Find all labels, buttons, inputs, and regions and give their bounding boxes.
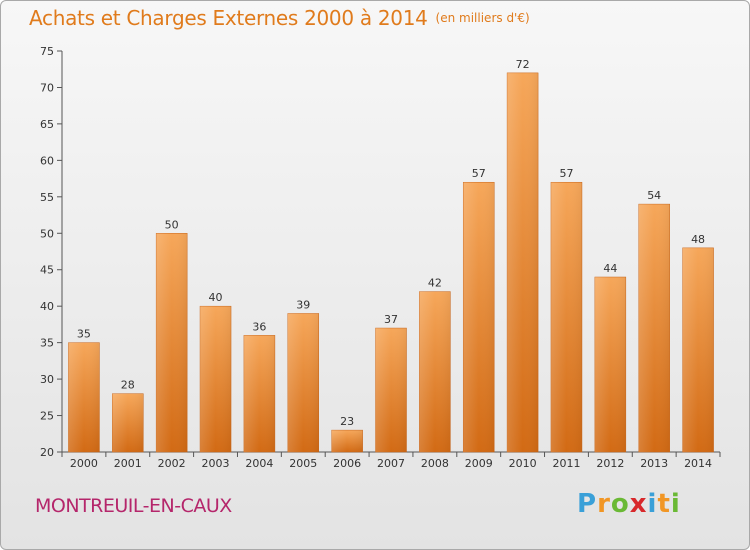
bar-shine <box>507 72 539 452</box>
y-tick-label: 65 <box>40 118 54 131</box>
bar-value-label: 37 <box>384 313 398 326</box>
bar-shine <box>419 291 451 452</box>
bar-shine <box>550 182 582 452</box>
y-tick-label: 60 <box>40 154 54 167</box>
y-tick-label: 45 <box>40 264 54 277</box>
bar-value-label: 44 <box>603 262 617 275</box>
y-tick-label: 30 <box>40 373 54 386</box>
bar-shine <box>638 204 670 452</box>
bar-value-label: 48 <box>691 233 705 246</box>
x-tick-label: 2014 <box>684 457 712 470</box>
commune-name: MONTREUIL-EN-CAUX <box>35 495 232 517</box>
bar-shine <box>594 277 626 452</box>
bar-shine <box>112 393 144 452</box>
x-tick-label: 2003 <box>202 457 230 470</box>
bar-shine <box>682 247 714 452</box>
logo-letter: o <box>610 489 630 519</box>
bar-value-label: 57 <box>472 167 486 180</box>
chart-title-unit: (en milliers d'€) <box>435 11 530 25</box>
x-tick-label: 2004 <box>245 457 273 470</box>
logo-letter: x <box>629 489 648 519</box>
y-tick-label: 70 <box>40 81 54 94</box>
logo-letter: i <box>670 489 681 519</box>
bar-value-label: 54 <box>647 189 661 202</box>
y-tick-label: 55 <box>40 191 54 204</box>
x-tick-label: 2006 <box>333 457 361 470</box>
chart-title-main: Achats et Charges Externes 2000 à 2014 <box>29 6 428 30</box>
bars <box>68 72 714 453</box>
bar-value-label: 42 <box>428 277 442 290</box>
y-tick-label: 40 <box>40 300 54 313</box>
bar-shine <box>287 313 319 452</box>
bar-shine <box>243 335 275 452</box>
x-tick-label: 2013 <box>640 457 668 470</box>
x-tick-label: 2001 <box>114 457 142 470</box>
y-tick-label: 25 <box>40 410 54 423</box>
bar-value-label: 57 <box>559 167 573 180</box>
bar-shine <box>200 306 232 452</box>
bar-value-label: 28 <box>121 379 135 392</box>
bar-shine <box>331 430 363 452</box>
y-tick-label: 75 <box>40 45 54 58</box>
x-tick-label: 2002 <box>158 457 186 470</box>
x-tick-label: 2000 <box>70 457 98 470</box>
logo-letter: r <box>597 489 611 519</box>
bar-shine <box>463 182 495 452</box>
y-tick-label: 35 <box>40 337 54 350</box>
x-tick-label: 2012 <box>596 457 624 470</box>
logo-letter: P <box>577 489 598 519</box>
x-tick-label: 2010 <box>509 457 537 470</box>
x-tick-label: 2005 <box>289 457 317 470</box>
bar-shine <box>375 328 407 452</box>
x-tick-label: 2011 <box>552 457 580 470</box>
y-tick-label: 50 <box>40 227 54 240</box>
y-tick-label: 20 <box>40 446 54 459</box>
bar-shine <box>156 233 188 452</box>
bar-value-label: 39 <box>296 298 310 311</box>
bar-value-label: 36 <box>252 320 266 333</box>
x-tick-label: 2007 <box>377 457 405 470</box>
logo-letter: t <box>657 489 671 519</box>
x-tick-label: 2009 <box>465 457 493 470</box>
chart-title: Achats et Charges Externes 2000 à 2014 (e… <box>29 6 530 30</box>
proxiti-logo: Proxiti <box>577 489 681 519</box>
bar-value-label: 23 <box>340 415 354 428</box>
axes: 20 25 30 35 40 45 50 55 60 65 70 75 2000 2001 2002 2003… <box>40 45 721 470</box>
bar-shine <box>68 342 100 452</box>
bar-value-label: 50 <box>165 218 179 231</box>
x-tick-label: 2008 <box>421 457 449 470</box>
bar-value-label: 72 <box>516 58 530 71</box>
logo-letter: i <box>647 489 658 519</box>
bar-value-label: 40 <box>209 291 223 304</box>
value-labels: 35 28 50 40 36 39 23 37 42 57 72 57 44 54 48 <box>77 58 705 428</box>
bar-value-label: 35 <box>77 328 91 341</box>
